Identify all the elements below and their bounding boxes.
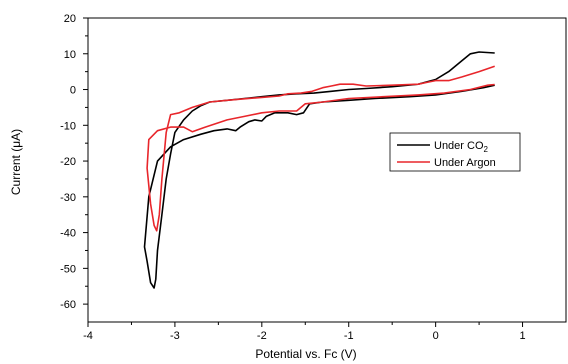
x-tick-label: -4 [83, 330, 93, 342]
legend-label-under-co2: Under CO2 [434, 140, 489, 154]
legend-box [389, 132, 521, 172]
x-tick-label: -1 [344, 330, 354, 342]
y-tick-label: 0 [70, 85, 76, 97]
y-tick-label: -30 [60, 192, 76, 204]
x-tick-label: 1 [519, 330, 525, 342]
y-tick-label: -60 [60, 299, 76, 311]
y-axis: 20 10 0 -10 -20 -30 -40 -50 -60 [60, 13, 88, 311]
y-tick-label: -20 [60, 156, 76, 168]
series-line-under-co2 [143, 51, 495, 289]
y-tick-label: 20 [64, 13, 76, 25]
series-line-under-argon [146, 65, 495, 232]
y-tick-label: 10 [64, 49, 76, 61]
x-tick-label: -2 [257, 330, 267, 342]
x-tick-label: 0 [433, 330, 439, 342]
legend-label-under-co2-subscript: 2 [484, 145, 489, 154]
series-layer [143, 51, 495, 289]
y-tick-label: -50 [60, 263, 76, 275]
x-axis: -4 -3 -2 -1 0 1 [83, 322, 526, 342]
x-tick-label: -3 [170, 330, 180, 342]
y-tick-label: -10 [60, 120, 76, 132]
legend-label-under-argon: Under Argon [434, 157, 496, 169]
plot-border [87, 17, 567, 323]
x-axis-title: Potential vs. Fc (V) [255, 347, 356, 361]
y-axis-title: Current (μA) [9, 129, 23, 195]
legend-label-under-co2-main: Under CO [434, 140, 484, 152]
plot-frame [87, 17, 567, 323]
legend: Under CO2 Under Argon [389, 132, 521, 172]
y-tick-label: -40 [60, 228, 76, 240]
